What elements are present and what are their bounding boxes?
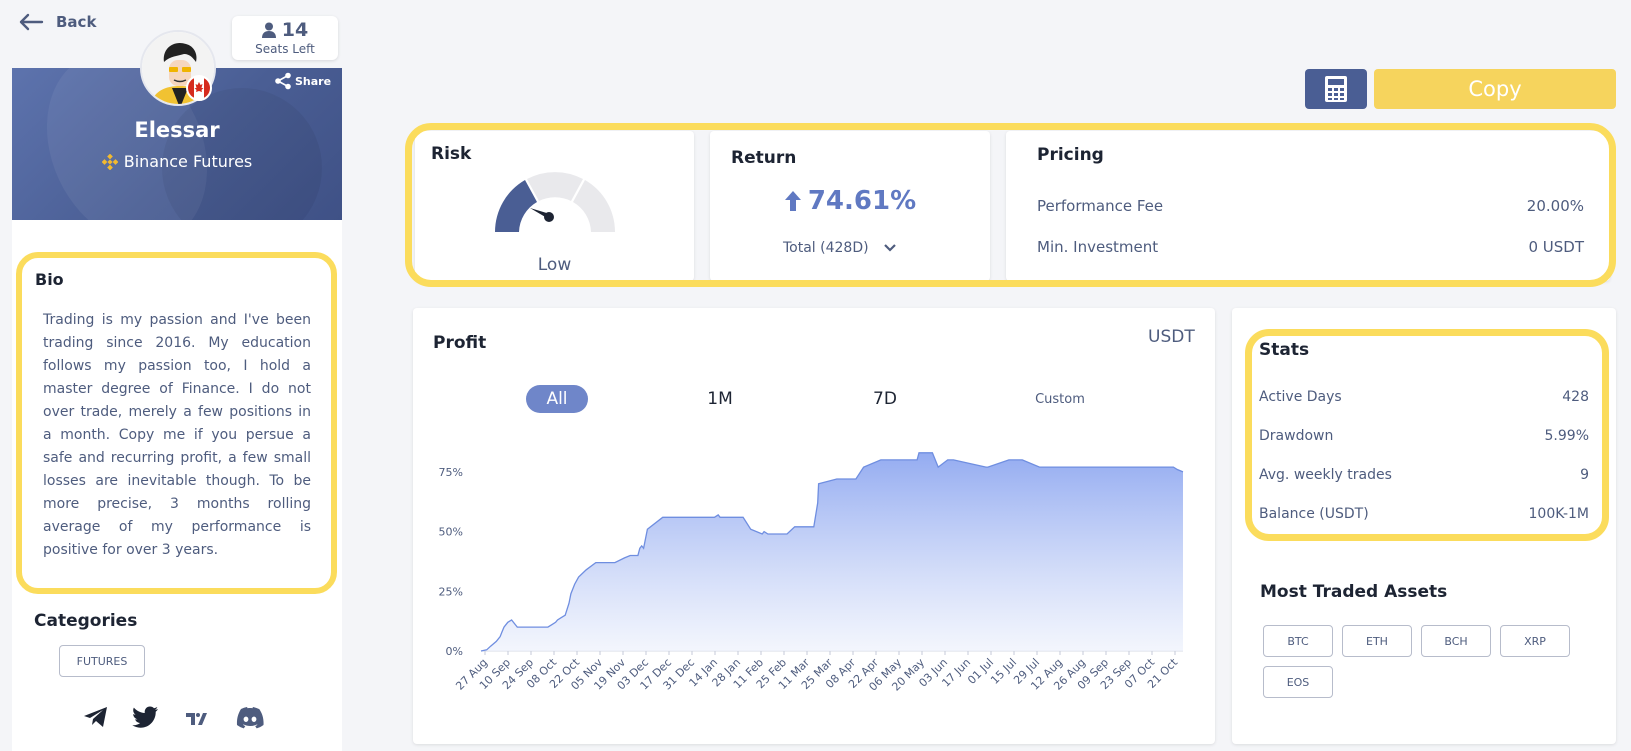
profit-title: Profit [433,333,487,353]
profit-area [481,452,1183,651]
y-tick-label: 25% [439,585,463,598]
stat-value: 100K-1M [1528,506,1589,522]
chevron-down-icon [883,244,896,252]
canada-flag-icon [186,75,212,101]
profit-line [480,452,1184,652]
share-icon [275,72,291,90]
binance-icon [101,153,118,170]
return-title: Return [731,148,797,168]
stats-highlight [1245,329,1609,541]
stat-label: Balance (USDT) [1259,506,1369,522]
range-tab-1m[interactable]: 1M [707,389,733,409]
asset-tag-eos[interactable]: EOS [1263,666,1333,698]
stat-value: 5.99% [1544,428,1589,444]
share-button[interactable]: Share [274,72,331,90]
seats-count: 14 [281,19,309,41]
seats-label: Seats Left [255,42,315,56]
stats-title: Stats [1259,340,1310,360]
risk-card [415,131,694,281]
discord-icon[interactable] [236,705,264,729]
calculator-icon [1325,76,1347,102]
bio-card [16,252,337,594]
user-icon [261,22,276,38]
stat-label: Avg. weekly trades [1259,467,1392,483]
risk-title: Risk [431,144,472,164]
bio-title: Bio [35,270,64,289]
range-tab-custom[interactable]: Custom [1035,391,1085,407]
seats-left-badge: 14 Seats Left [232,16,338,60]
back-link[interactable]: Back [18,12,96,32]
stat-label: Active Days [1259,389,1342,405]
pricing-label: Performance Fee [1037,197,1164,215]
pricing-title: Pricing [1037,145,1104,165]
return-card [710,131,990,281]
return-value: 74.61% [807,186,917,216]
asset-tag-btc[interactable]: BTC [1263,625,1333,657]
pricing-row: Min. Investment 0 USDT [1037,238,1584,256]
copy-button[interactable]: Copy [1374,69,1616,109]
risk-level: Low [537,255,572,275]
categories-title: Categories [34,611,138,631]
trader-name: Elessar [134,118,220,142]
exchange-label: Binance Futures [12,152,342,171]
risk-gauge-icon [495,172,615,232]
exchange-name: Binance Futures [123,152,253,171]
pricing-value: 20.00% [1526,197,1584,215]
stat-value: 428 [1562,389,1589,405]
category-tag[interactable]: FUTURES [59,645,145,677]
stat-row: Balance (USDT) 100K-1M [1259,506,1589,522]
asset-tag-xrp[interactable]: XRP [1500,625,1570,657]
stat-row: Avg. weekly trades 9 [1259,467,1589,483]
y-tick-label: 75% [439,466,463,479]
stat-label: Drawdown [1259,428,1334,444]
stat-row: Drawdown 5.99% [1259,428,1589,444]
asset-tag-bch[interactable]: BCH [1421,625,1491,657]
stat-value: 9 [1580,467,1589,483]
stat-row: Active Days 428 [1259,389,1589,405]
y-tick-label: 0% [446,645,463,658]
return-period-select[interactable]: Total (428D) [783,240,897,256]
avatar [140,30,216,106]
calculator-button[interactable] [1305,69,1367,109]
pricing-card [1006,131,1610,281]
pricing-value: 0 USDT [1528,238,1584,256]
pricing-label: Min. Investment [1037,238,1159,256]
pricing-row: Performance Fee 20.00% [1037,197,1584,215]
most-traded-title: Most Traded Assets [1260,582,1448,602]
twitter-icon[interactable] [132,705,160,729]
telegram-icon[interactable] [82,705,110,729]
return-period-label: Total (428D) [783,240,869,256]
arrow-left-icon [19,13,44,31]
share-label: Share [295,74,332,88]
right-panel [1232,308,1616,744]
tradingview-icon[interactable] [184,705,212,729]
metrics-highlight [405,123,1616,287]
y-tick-label: 50% [439,526,463,539]
back-label: Back [56,13,97,31]
profit-unit: USDT [1148,327,1195,347]
range-tab-all[interactable]: All [526,385,588,413]
return-value-row: 74.61% [710,186,990,216]
bio-text: Trading is my passion and I've been trad… [43,312,311,558]
arrow-up-icon [784,191,801,211]
range-tab-7d[interactable]: 7D [873,389,897,409]
asset-tag-eth[interactable]: ETH [1342,625,1412,657]
